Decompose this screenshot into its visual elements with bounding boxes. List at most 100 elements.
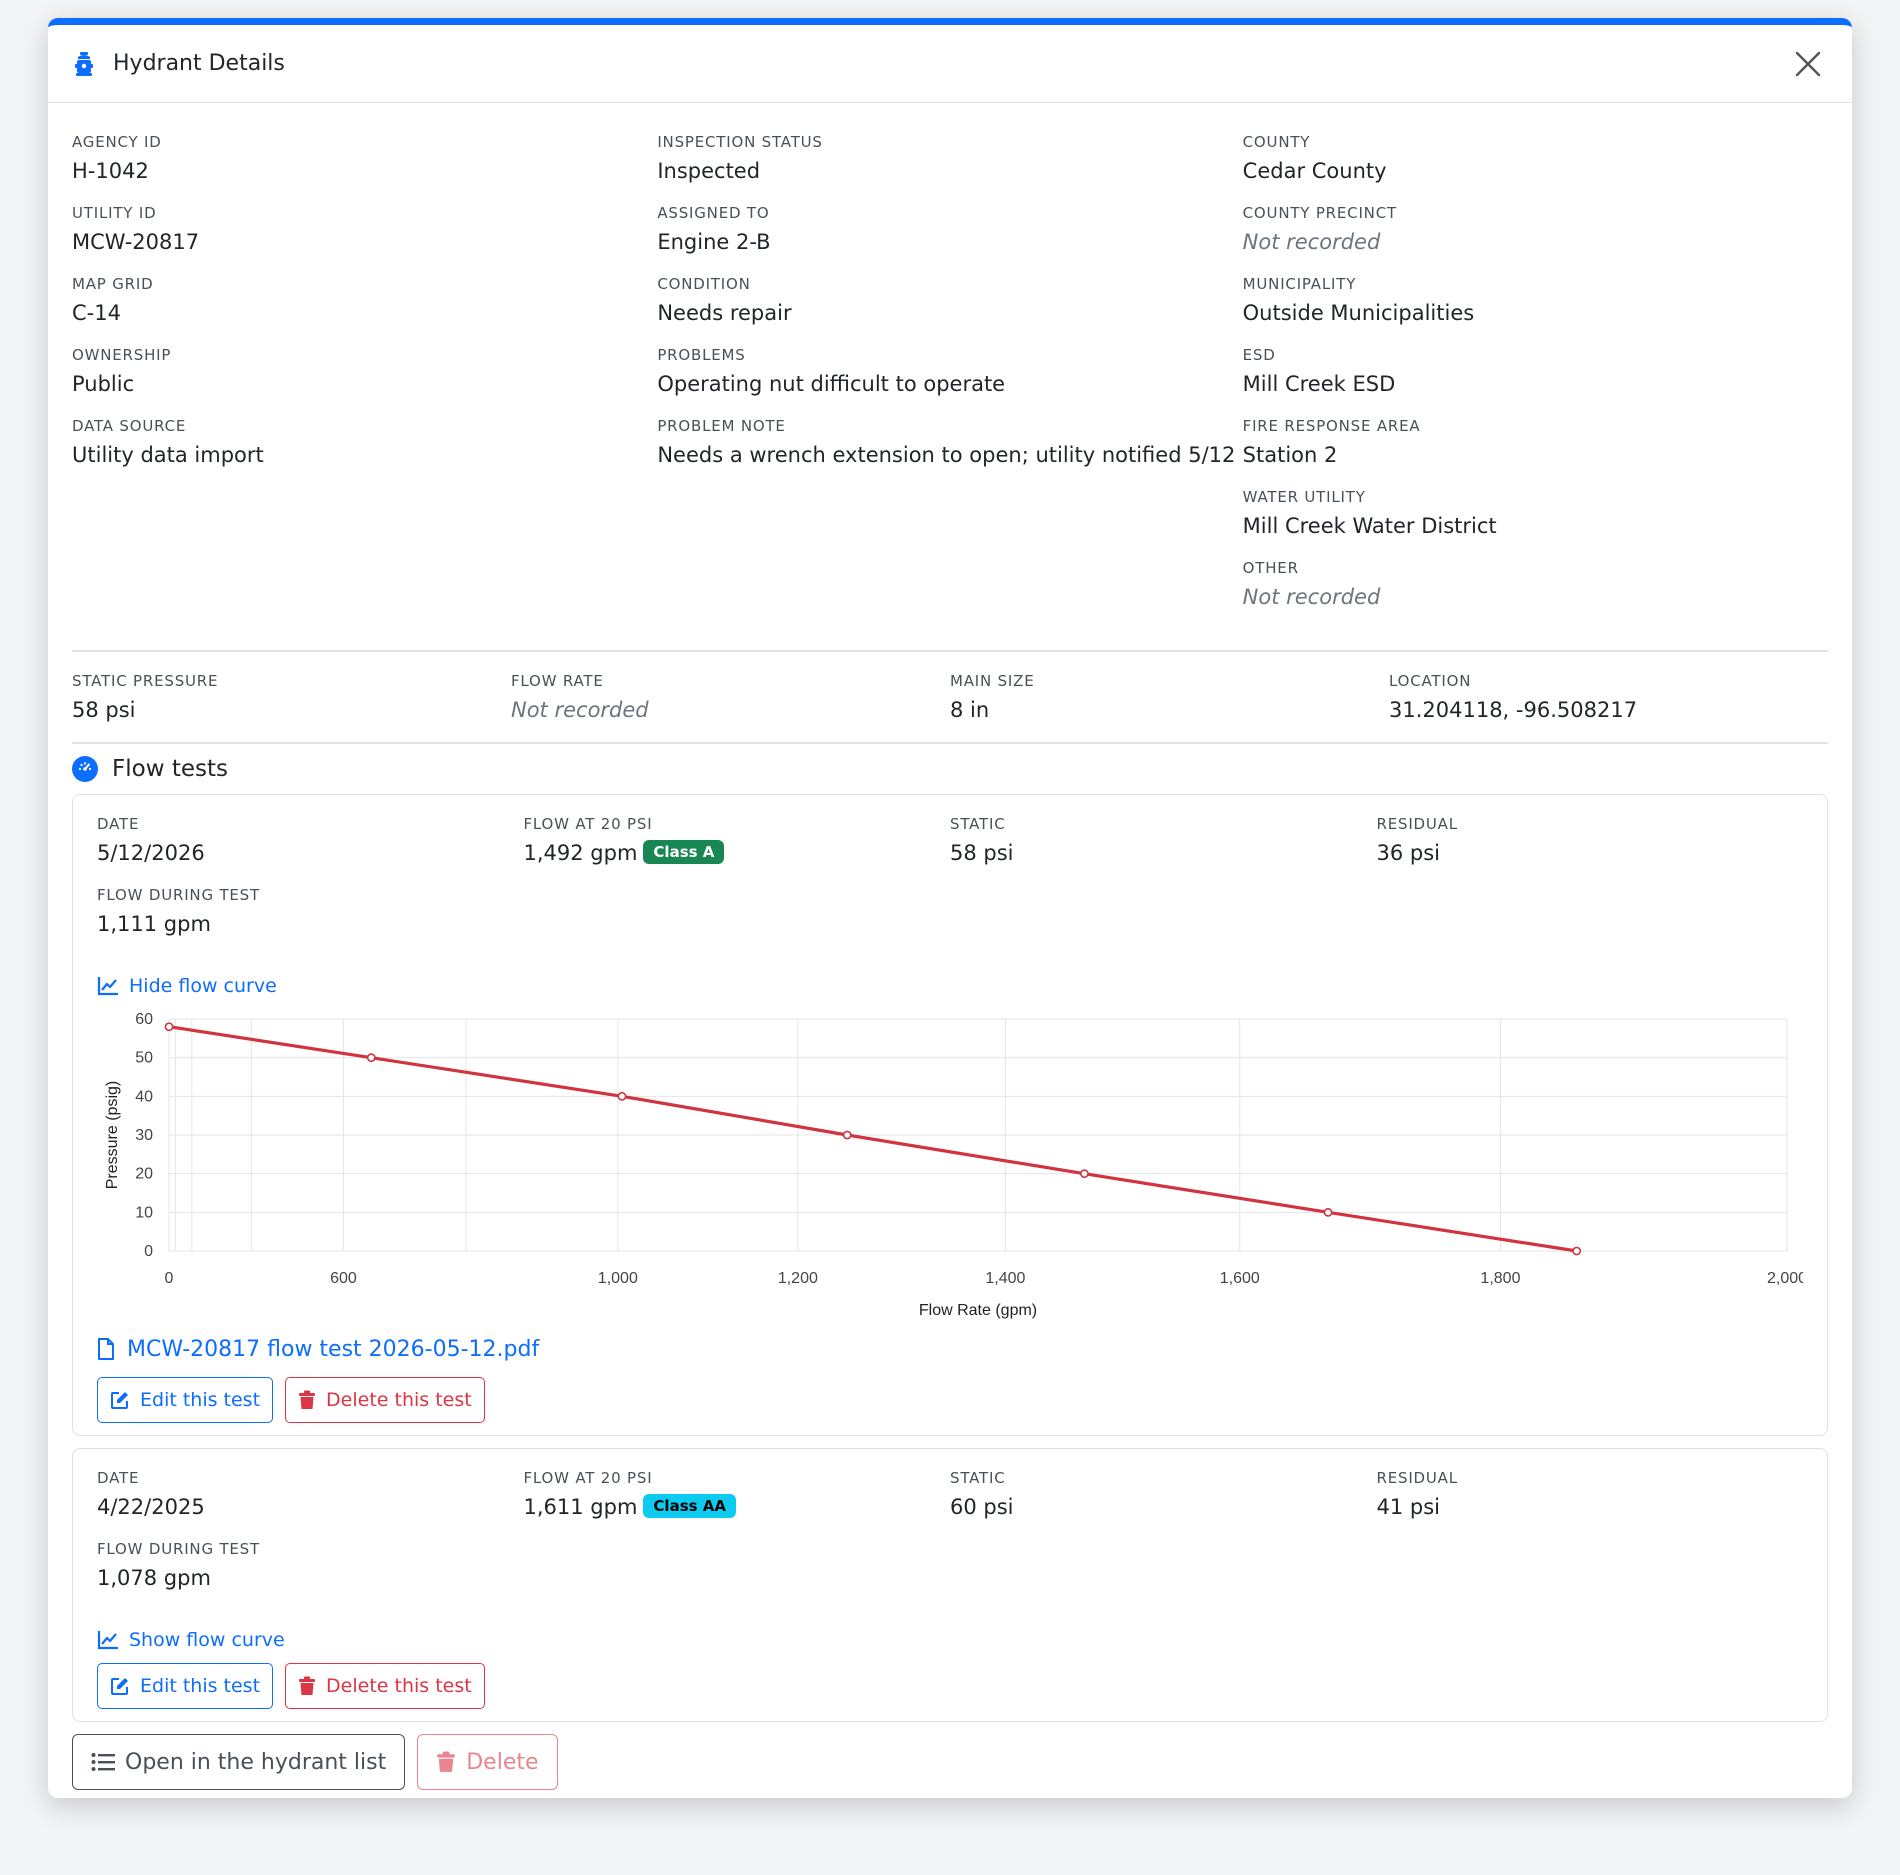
test-static: STATIC 60 psi [950,1469,1014,1519]
gauge-icon [72,756,98,782]
flow-tests-title: Flow tests [112,756,228,782]
field-label: ASSIGNED TO [657,204,770,222]
field-value: Operating nut difficult to operate [657,372,1006,396]
y-tick-label: 0 [144,1243,153,1260]
close-icon[interactable] [1788,44,1828,84]
list-icon [91,1753,115,1771]
x-tick-label: 2,000 [1767,1270,1803,1287]
field-value: 31.204118, -96.508217 [1389,698,1638,722]
flow-curve-point [1079,1169,1089,1179]
y-tick-label: 60 [135,1011,153,1028]
line-chart-icon [97,977,118,996]
info-item: COUNTY PRECINCT Not recorded [1243,204,1828,275]
field-label: OTHER [1242,559,1299,577]
info-grid: AGENCY ID H-1042 UTILITY ID MCW-20817 MAP GR… [72,103,1828,650]
y-tick-label: 50 [135,1050,153,1067]
info-column-1: AGENCY ID H-1042 UTILITY ID MCW-20817 MAP GR… [72,133,657,630]
edit-test-button[interactable]: Edit this test [97,1663,274,1709]
field-label: COUNTY PRECINCT [1242,204,1397,222]
y-axis-label: Pressure (psig) [104,1081,121,1189]
test-flow-during: FLOW DURING TEST 1,111 gpm [97,886,260,936]
divider [72,742,1828,744]
test-flow-at-20: FLOW AT 20 PSI 1,611 gpm Class AA [524,1469,951,1540]
hydrant-details-modal: Hydrant Details AGENCY ID H-1042 UTILITY I… [48,18,1852,1798]
test-row: DATE 4/22/2025 FLOW AT 20 PSI 1,611 gpm Cla… [97,1469,1803,1540]
y-tick-label: 40 [135,1088,153,1105]
test-actions: Edit this test Delete this test [97,1377,1803,1423]
field-value: Not recorded [1242,585,1381,609]
field-label: COUNTY [1242,133,1311,151]
field-value: Outside Municipalities [1242,301,1475,325]
info-item: ASSIGNED TO Engine 2-B [657,204,1242,275]
edit-test-button[interactable]: Edit this test [97,1377,274,1423]
quick-stat: FLOW RATE Not recorded [511,672,950,742]
x-tick-label: 1,800 [1480,1270,1520,1287]
field-value: Inspected [657,159,761,183]
modal-header: Hydrant Details [48,25,1852,103]
y-tick-label: 10 [135,1204,153,1221]
x-tick-label: 1,000 [598,1270,638,1287]
info-item: PROBLEMS Operating nut difficult to opera… [657,346,1242,417]
test-date: DATE 4/22/2025 [97,1469,205,1519]
info-item: CONDITION Needs repair [657,275,1242,346]
info-item: INSPECTION STATUS Inspected [657,133,1242,204]
trash-icon [299,1676,316,1695]
field-label: ESD [1242,346,1276,364]
trash-icon [437,1751,456,1772]
info-item: AGENCY ID H-1042 [72,133,657,204]
info-item: PROBLEM NOTE Needs a wrench extension to … [657,417,1242,488]
show-flow-curve-link[interactable]: Show flow curve [97,1625,1803,1655]
field-value: Mill Creek Water District [1242,514,1497,538]
test-flow-at-20: FLOW AT 20 PSI 1,492 gpm Class A [524,815,951,886]
delete-test-button[interactable]: Delete this test [285,1377,485,1423]
hide-flow-curve-link[interactable]: Hide flow curve [97,971,1803,1001]
field-value: Public [72,372,135,396]
flow-curve-point [366,1053,376,1063]
quick-stats: STATIC PRESSURE 58 psi FLOW RATE Not record… [72,652,1828,742]
field-label: AGENCY ID [72,133,162,151]
field-label: FIRE RESPONSE AREA [1242,417,1421,435]
field-label: MAP GRID [72,275,154,293]
field-value: Needs repair [657,301,792,325]
flow-curve-point [842,1130,852,1140]
modal-footer-actions: Open in the hydrant list Delete [72,1734,1828,1790]
field-label: OWNERSHIP [72,346,172,364]
info-item: MAP GRID C-14 [72,275,657,346]
field-value: Not recorded [511,698,649,722]
y-tick-label: 20 [135,1166,153,1183]
field-value: C-14 [72,301,121,325]
test-row: DATE 5/12/2026 FLOW AT 20 PSI 1,492 gpm Cla… [97,815,1803,886]
flow-test-pdf-link[interactable]: MCW-20817 flow test 2026-05-12.pdf [97,1329,1803,1369]
class-badge: Class AA [643,1494,736,1518]
test-row: FLOW DURING TEST 1,111 gpm [97,886,1803,957]
info-item: DATA SOURCE Utility data import [72,417,657,488]
test-row: FLOW DURING TEST 1,078 gpm [97,1540,1803,1611]
test-residual: RESIDUAL 36 psi [1376,815,1458,865]
file-icon [98,1338,114,1360]
quick-stat: MAIN SIZE 8 in [950,672,1389,742]
fire-hydrant-icon [73,51,95,77]
field-value: 58 psi [72,698,136,722]
field-label: PROBLEMS [657,346,746,364]
delete-hydrant-button[interactable]: Delete [417,1734,558,1790]
open-in-hydrant-list-button[interactable]: Open in the hydrant list [72,1734,406,1790]
field-value: 8 in [950,698,990,722]
field-value: Station 2 [1242,443,1338,467]
field-label: MAIN SIZE [950,672,1035,690]
x-tick-label: 600 [330,1270,357,1287]
info-item: WATER UTILITY Mill Creek Water District [1243,488,1828,559]
field-label: PROBLEM NOTE [657,417,786,435]
x-tick-label: 1,400 [985,1270,1025,1287]
info-item: OTHER Not recorded [1243,559,1828,630]
divider [72,650,1828,652]
field-value: Engine 2-B [657,230,771,254]
flow-curve-point [164,1022,174,1032]
info-item: MUNICIPALITY Outside Municipalities [1243,275,1828,346]
flow-curve-point [617,1091,627,1101]
field-label: FLOW RATE [511,672,604,690]
field-value: Cedar County [1242,159,1387,183]
quick-stat: STATIC PRESSURE 58 psi [72,672,511,742]
info-item: OWNERSHIP Public [72,346,657,417]
delete-test-button[interactable]: Delete this test [285,1663,485,1709]
